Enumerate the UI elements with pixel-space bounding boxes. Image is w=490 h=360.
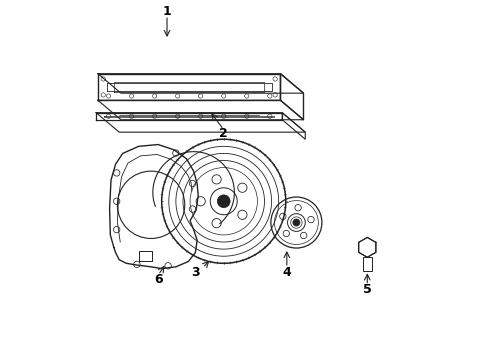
Text: 2: 2 [220, 127, 228, 140]
Polygon shape [359, 238, 376, 257]
Text: 1: 1 [163, 5, 172, 18]
Text: 6: 6 [154, 273, 163, 286]
Text: 4: 4 [282, 266, 291, 279]
Text: 5: 5 [363, 283, 371, 296]
Circle shape [218, 195, 230, 208]
Text: 3: 3 [191, 266, 200, 279]
Circle shape [293, 219, 300, 226]
Polygon shape [363, 257, 371, 271]
